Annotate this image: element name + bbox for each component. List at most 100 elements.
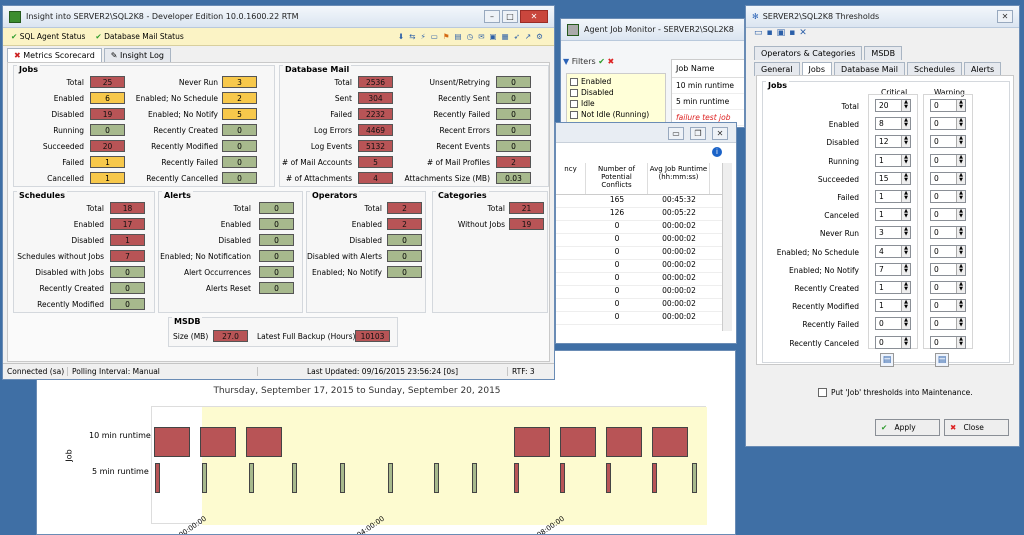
metric-value[interactable]: 4 (358, 172, 393, 184)
metric-value[interactable]: 21 (509, 202, 544, 214)
metric-value[interactable]: 0 (259, 266, 294, 278)
metric-value[interactable]: 17 (110, 218, 145, 230)
spinner-icon[interactable]: ▲ ▼ (901, 227, 910, 239)
metric-value[interactable]: 2 (387, 218, 422, 230)
metric-value[interactable]: 2 (387, 202, 422, 214)
tab-insight-log[interactable]: ✎ Insight Log (103, 48, 171, 62)
metric-value[interactable]: 0 (496, 124, 531, 136)
metric-value[interactable]: 2536 (358, 76, 393, 88)
metric-value[interactable]: 2 (222, 92, 257, 104)
job-run-bar[interactable] (514, 427, 550, 457)
metric-value[interactable]: 5132 (358, 140, 393, 152)
spinner-icon[interactable]: ▲ ▼ (901, 282, 910, 293)
spinner-icon[interactable]: ▲ ▼ (901, 300, 910, 312)
metric-value[interactable]: 0 (222, 156, 257, 168)
critical-input[interactable]: 4 ▲ ▼ (875, 244, 911, 258)
critical-input[interactable]: 8 ▲ ▼ (875, 117, 911, 131)
save-as-icon[interactable]: ▪ (789, 28, 800, 38)
threshold-tab[interactable]: Operators & Categories (754, 46, 863, 60)
metric-value[interactable]: 0 (110, 282, 145, 294)
metric-value[interactable]: 19 (90, 108, 125, 120)
spinner-icon[interactable]: ▲ ▼ (956, 191, 965, 202)
job-run-bar[interactable] (154, 427, 190, 457)
clock-icon[interactable]: ◷ (466, 32, 479, 41)
warning-input[interactable]: 0 ▲ ▼ (930, 190, 966, 203)
warning-input[interactable]: 0 ▲ ▼ (930, 299, 966, 313)
document-icon[interactable]: ▤ (454, 32, 467, 41)
tools-icon[interactable]: ✕ (799, 28, 811, 38)
maximize-icon[interactable]: □ (502, 10, 518, 23)
minimize-icon[interactable]: – (484, 10, 500, 23)
job-run-bar[interactable] (246, 427, 282, 457)
mail-icon[interactable]: ✉ (478, 32, 490, 41)
warning-input[interactable]: 0 ▲ ▼ (930, 226, 966, 240)
metric-value[interactable]: 0 (222, 140, 257, 152)
spinner-icon[interactable]: ▲ ▼ (956, 282, 965, 293)
metric-value[interactable]: 7 (110, 250, 145, 262)
metric-value[interactable]: 0 (222, 124, 257, 136)
filter-option[interactable]: Disabled (570, 88, 614, 97)
metric-value[interactable]: 1 (90, 172, 125, 184)
metric-value[interactable]: 0 (259, 282, 294, 294)
spinner-icon[interactable]: ▲ ▼ (901, 191, 910, 202)
critical-input[interactable]: 1 ▲ ▼ (875, 208, 911, 222)
agent-status-button[interactable]: ✔ SQL Agent Status (11, 32, 85, 41)
table-row[interactable]: 0 00:00:02 (556, 273, 726, 286)
job-run-bar[interactable] (202, 463, 207, 493)
spinner-icon[interactable]: ▲ ▼ (956, 318, 965, 330)
spinner-icon[interactable]: ▲ ▼ (956, 209, 965, 221)
filter-checkbox[interactable] (570, 99, 578, 108)
spinner-icon[interactable]: ▲ ▼ (956, 336, 965, 348)
metric-value[interactable]: 20 (90, 140, 125, 152)
job-run-bar[interactable] (292, 463, 297, 493)
column-header[interactable]: Avg Job Runtime (hh:mm:ss) (648, 163, 710, 194)
table-row[interactable]: 165 00:45:32 (556, 195, 726, 208)
job-run-bar[interactable] (388, 463, 393, 493)
metric-value[interactable]: 25 (90, 76, 125, 88)
job-run-bar[interactable] (606, 463, 611, 493)
metric-value[interactable]: 19 (509, 218, 544, 230)
metric-value[interactable]: 0.03 (496, 172, 531, 184)
critical-input[interactable]: 20 ▲ ▼ (875, 99, 911, 112)
metric-value[interactable]: 0 (496, 92, 531, 104)
job-run-bar[interactable] (472, 463, 477, 493)
info-icon[interactable]: i (712, 147, 722, 157)
job-name-header[interactable]: Job Name (672, 60, 744, 78)
spinner-icon[interactable]: ▲ ▼ (956, 154, 965, 166)
warning-input[interactable]: 0 ▲ ▼ (930, 117, 966, 131)
refresh-icon[interactable]: ⇆ (409, 32, 421, 41)
send-icon[interactable]: ➶ (513, 32, 525, 41)
metric-value[interactable]: 3 (222, 76, 257, 88)
filter-checkbox[interactable] (570, 110, 578, 119)
metric-value[interactable]: 0 (387, 234, 422, 246)
critical-input[interactable]: 3 ▲ ▼ (875, 226, 911, 240)
critical-input[interactable]: 1 ▲ ▼ (875, 299, 911, 313)
tab-metrics-scorecard[interactable]: ✖ Metrics Scorecard (7, 48, 102, 62)
job-list-item[interactable]: 10 min runtime (672, 78, 744, 94)
job-run-bar[interactable] (249, 463, 254, 493)
apply-button[interactable]: ✔ Apply (875, 419, 940, 436)
spinner-icon[interactable]: ▲ ▼ (901, 336, 910, 348)
maintenance-checkbox-row[interactable]: Put 'Job' thresholds into Maintenance. (818, 388, 973, 397)
filter-option[interactable]: Idle (570, 99, 595, 108)
minimize-icon[interactable]: ▭ (668, 127, 684, 140)
critical-input[interactable]: 15 ▲ ▼ (875, 171, 911, 185)
threshold-tab[interactable]: Alerts (963, 62, 1002, 76)
calendar-icon[interactable]: ▦ (501, 32, 514, 41)
job-run-bar[interactable] (340, 463, 345, 493)
job-run-bar[interactable] (606, 427, 642, 457)
mail-status-button[interactable]: ✔ Database Mail Status (95, 32, 183, 41)
spinner-icon[interactable]: ▲ ▼ (956, 263, 965, 275)
warning-input[interactable]: 0 ▲ ▼ (930, 317, 966, 331)
metric-value[interactable]: 4469 (358, 124, 393, 136)
critical-input[interactable]: 0 ▲ ▼ (875, 335, 911, 349)
metric-value[interactable]: 0 (110, 298, 145, 310)
clipboard-warning-icon[interactable]: ▤ (935, 353, 949, 367)
filter-option[interactable]: Not Idle (Running) (570, 110, 649, 119)
spinner-icon[interactable]: ▲ ▼ (956, 227, 965, 239)
metric-value[interactable]: 1 (110, 234, 145, 246)
download-icon[interactable]: ⬇ (397, 32, 410, 41)
warning-input[interactable]: 0 ▲ ▼ (930, 99, 966, 112)
close-icon[interactable]: ✕ (997, 10, 1013, 23)
metric-value[interactable]: 304 (358, 92, 393, 104)
